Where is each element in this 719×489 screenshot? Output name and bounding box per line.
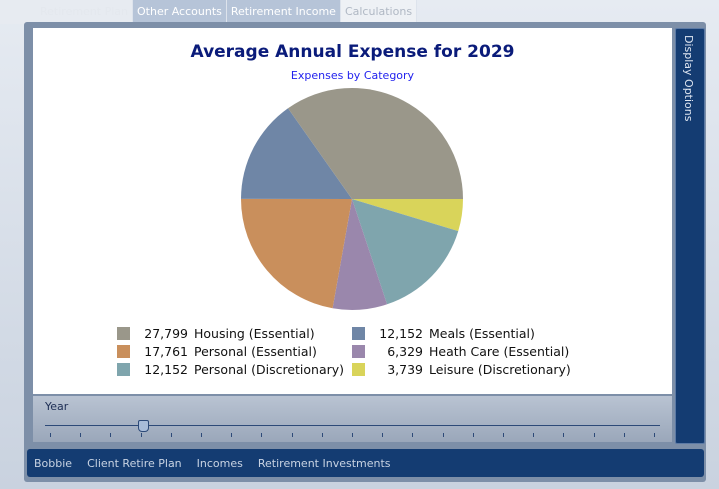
legend-label: Personal (Discretionary) xyxy=(194,361,345,377)
legend-swatch xyxy=(352,344,365,358)
pie-chart xyxy=(241,88,463,310)
chart-panel: Average Annual Expense for 2029 Expenses… xyxy=(33,28,672,394)
legend-item: 12,152 Personal (Discretionary) xyxy=(117,361,352,377)
slider-tick xyxy=(110,433,112,437)
top-tabs: Retirement Plan Other Accounts Retiremen… xyxy=(0,0,719,24)
pie-slice xyxy=(352,199,459,305)
year-slider-track[interactable] xyxy=(45,425,660,426)
tab-calculations[interactable]: Calculations xyxy=(340,0,418,24)
legend-value: 17,761 xyxy=(144,343,188,359)
bottom-tab-retirement-investments[interactable]: Retirement Investments xyxy=(257,456,391,470)
pie-slice xyxy=(241,198,352,309)
legend-swatch xyxy=(352,362,365,376)
pie-slice xyxy=(332,199,388,310)
legend-label: Housing (Essential) xyxy=(194,325,315,341)
bottom-tab-incomes[interactable]: Incomes xyxy=(196,456,243,470)
tab-retirement-income[interactable]: Retirement Income xyxy=(226,0,341,24)
year-slider-panel: Year xyxy=(33,396,672,442)
legend-value: 6,329 xyxy=(387,343,423,359)
slider-tick xyxy=(140,433,142,437)
slider-tick xyxy=(382,433,384,437)
display-options-panel[interactable]: Display Options xyxy=(675,28,705,444)
legend-value: 12,152 xyxy=(379,325,423,341)
slider-tick xyxy=(563,433,565,437)
pie-slice xyxy=(352,199,463,232)
slider-tick xyxy=(170,433,172,437)
legend-label: Heath Care (Essential) xyxy=(429,343,570,359)
pie-slice xyxy=(241,108,352,199)
legend-swatch xyxy=(352,326,365,340)
legend-swatch xyxy=(117,326,130,340)
slider-tick xyxy=(80,433,82,437)
slider-tick xyxy=(472,433,474,437)
pie-slice xyxy=(288,88,463,199)
legend-value: 12,152 xyxy=(144,361,188,377)
legend-item: 12,152 Meals (Essential) xyxy=(352,325,582,341)
slider-tick xyxy=(442,433,444,437)
chart-title: Average Annual Expense for 2029 xyxy=(190,42,515,62)
bottom-tabs: Bobbie Client Retire Plan Incomes Retire… xyxy=(27,449,704,477)
tab-retirement-plan[interactable]: Retirement Plan xyxy=(0,0,133,24)
legend-item: 17,761 Personal (Essential) xyxy=(117,343,352,359)
chart-subtitle: Expenses by Category xyxy=(290,69,415,82)
legend-label: Personal (Essential) xyxy=(194,343,317,359)
bottom-tab-bobbie[interactable]: Bobbie xyxy=(34,456,73,470)
slider-tick xyxy=(503,433,504,437)
legend-swatch xyxy=(117,344,130,358)
legend-label: Leisure (Discretionary) xyxy=(429,361,571,377)
slider-tick xyxy=(50,433,51,437)
slider-tick xyxy=(231,433,233,437)
legend: 27,799 Housing (Essential) 12,152 Meals (Es… xyxy=(117,325,582,377)
legend-value: 27,799 xyxy=(144,325,188,341)
year-slider-thumb[interactable] xyxy=(138,420,150,432)
tab-other-accounts[interactable]: Other Accounts xyxy=(133,0,227,24)
slider-tick xyxy=(654,433,655,437)
legend-item: 6,329 Heath Care (Essential) xyxy=(352,343,582,359)
legend-label: Meals (Essential) xyxy=(429,325,535,341)
slider-tick xyxy=(291,433,293,437)
legend-value: 3,739 xyxy=(387,361,423,377)
slider-tick xyxy=(412,433,414,437)
slider-tick xyxy=(533,433,535,437)
slider-tick xyxy=(593,433,595,437)
slider-tick xyxy=(201,433,202,437)
legend-item: 3,739 Leisure (Discretionary) xyxy=(352,361,582,377)
bottom-tab-client-retire-plan[interactable]: Client Retire Plan xyxy=(87,456,182,470)
slider-tick xyxy=(321,433,323,437)
slider-tick xyxy=(623,433,625,437)
display-options-label: Display Options xyxy=(682,35,695,122)
year-label: Year xyxy=(45,400,69,413)
slider-tick xyxy=(261,433,263,437)
slider-tick xyxy=(352,433,353,437)
legend-item: 27,799 Housing (Essential) xyxy=(117,325,352,341)
legend-swatch xyxy=(117,362,130,376)
